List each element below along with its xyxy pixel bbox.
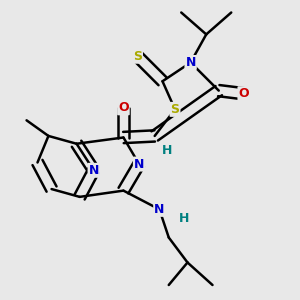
Text: N: N bbox=[134, 158, 144, 171]
Text: S: S bbox=[133, 50, 142, 63]
Text: O: O bbox=[118, 101, 129, 114]
Text: H: H bbox=[179, 212, 190, 225]
Text: H: H bbox=[162, 143, 172, 157]
Text: N: N bbox=[185, 56, 196, 69]
Text: O: O bbox=[238, 87, 249, 100]
Text: N: N bbox=[88, 164, 99, 177]
Text: N: N bbox=[154, 203, 165, 216]
Text: S: S bbox=[170, 103, 179, 116]
